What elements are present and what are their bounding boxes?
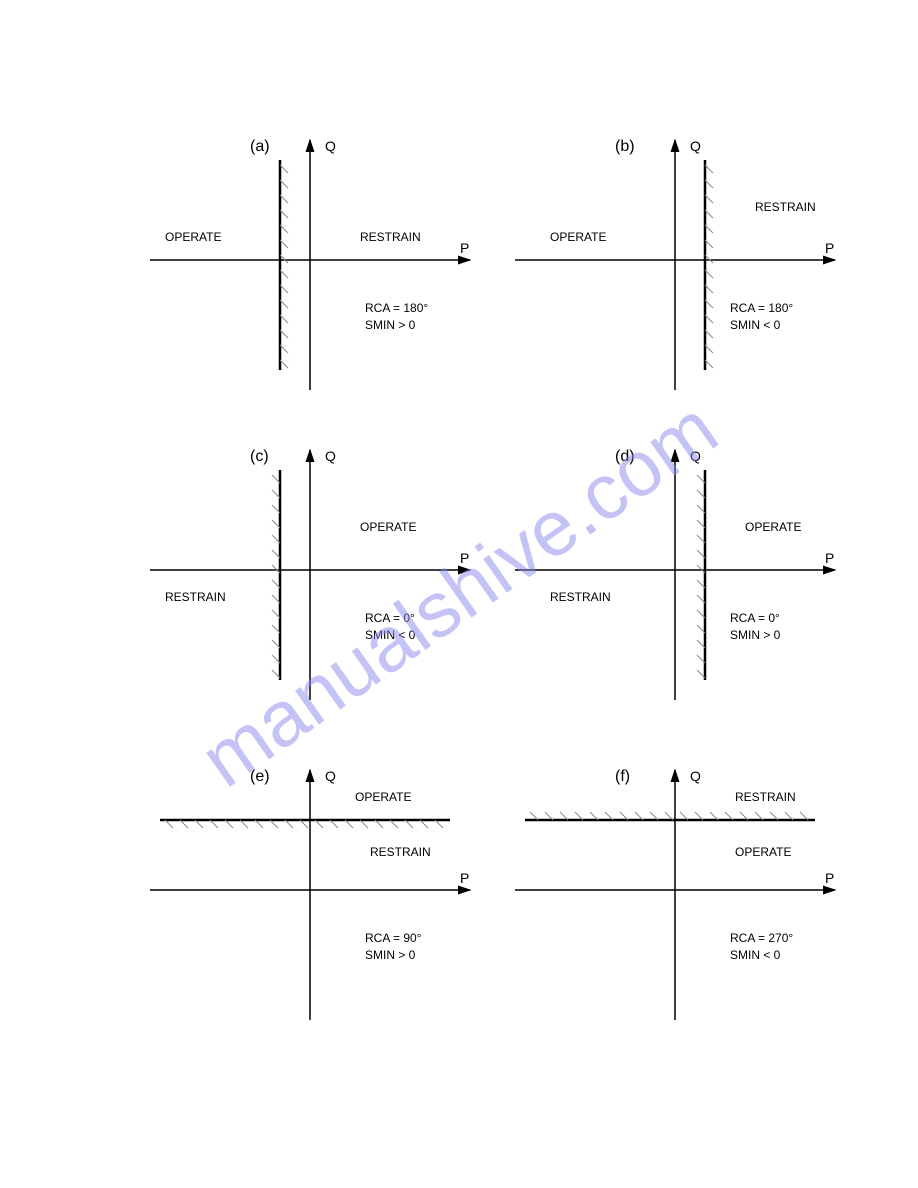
panel-f-label: (f)	[615, 768, 630, 786]
panel-e-rca: RCA = 90°	[365, 931, 422, 945]
panel-f-bottom-region: OPERATE	[735, 845, 791, 859]
panel-b-smin: SMIN < 0	[730, 318, 780, 332]
panel-e-svg	[130, 760, 490, 1060]
panel-f-params: RCA = 270° SMIN < 0	[730, 930, 793, 964]
panel-c-right-region: OPERATE	[360, 520, 416, 534]
panel-e-q-label: Q	[325, 768, 336, 784]
panel-d-params: RCA = 0° SMIN > 0	[730, 610, 780, 644]
panel-b-svg	[495, 130, 855, 430]
panel-f: (f) Q P RESTRAIN OPERATE RCA = 270° SMIN…	[495, 760, 855, 1060]
panel-d-right-region: OPERATE	[745, 520, 801, 534]
panel-b-left-region: OPERATE	[550, 230, 606, 244]
panel-a-svg	[130, 130, 490, 430]
panel-b-label: (b)	[615, 138, 635, 156]
panel-f-q-label: Q	[690, 768, 701, 784]
panel-b: (b) Q P OPERATE RESTRAIN RCA = 180° SMIN…	[495, 130, 855, 430]
panel-f-smin: SMIN < 0	[730, 948, 780, 962]
panel-c: (c) Q P OPERATE RESTRAIN RCA = 0° SMIN <…	[130, 440, 490, 740]
panel-b-rca: RCA = 180°	[730, 301, 793, 315]
panel-a-p-label: P	[460, 240, 469, 256]
panel-b-right-region: RESTRAIN	[755, 200, 816, 214]
panel-e-params: RCA = 90° SMIN > 0	[365, 930, 422, 964]
panel-d-rca: RCA = 0°	[730, 611, 780, 625]
panel-a-q-label: Q	[325, 138, 336, 154]
panel-b-q-label: Q	[690, 138, 701, 154]
panel-d-left-region: RESTRAIN	[550, 590, 611, 604]
panel-e-bottom-region: RESTRAIN	[370, 845, 431, 859]
panel-d-smin: SMIN > 0	[730, 628, 780, 642]
panel-c-rca: RCA = 0°	[365, 611, 415, 625]
panel-a-smin: SMIN > 0	[365, 318, 415, 332]
panel-f-top-region: RESTRAIN	[735, 790, 796, 804]
panel-c-smin: SMIN < 0	[365, 628, 415, 642]
panel-a-label: (a)	[250, 138, 270, 156]
panel-d-label: (d)	[615, 448, 635, 466]
panel-c-label: (c)	[250, 448, 269, 466]
panel-c-p-label: P	[460, 550, 469, 566]
panel-c-params: RCA = 0° SMIN < 0	[365, 610, 415, 644]
panel-f-p-label: P	[825, 870, 834, 886]
panel-e: (e) Q P OPERATE RESTRAIN RCA = 90° SMIN …	[130, 760, 490, 1060]
panel-e-smin: SMIN > 0	[365, 948, 415, 962]
panel-b-p-label: P	[825, 240, 834, 256]
panel-c-left-region: RESTRAIN	[165, 590, 226, 604]
panel-d-p-label: P	[825, 550, 834, 566]
panel-f-svg	[495, 760, 855, 1060]
panel-e-label: (e)	[250, 768, 270, 786]
panel-d-svg	[495, 440, 855, 740]
panel-a-params: RCA = 180° SMIN > 0	[365, 300, 428, 334]
panel-d: (d) Q P OPERATE RESTRAIN RCA = 0° SMIN >…	[495, 440, 855, 740]
panel-e-top-region: OPERATE	[355, 790, 411, 804]
panel-a-left-region: OPERATE	[165, 230, 221, 244]
panel-e-p-label: P	[460, 870, 469, 886]
panel-a-rca: RCA = 180°	[365, 301, 428, 315]
panel-f-rca: RCA = 270°	[730, 931, 793, 945]
panel-d-q-label: Q	[690, 448, 701, 464]
panel-a-right-region: RESTRAIN	[360, 230, 421, 244]
panel-c-q-label: Q	[325, 448, 336, 464]
panel-b-params: RCA = 180° SMIN < 0	[730, 300, 793, 334]
panel-a: (a) Q P OPERATE RESTRAIN RCA = 180° SMIN…	[130, 130, 490, 430]
